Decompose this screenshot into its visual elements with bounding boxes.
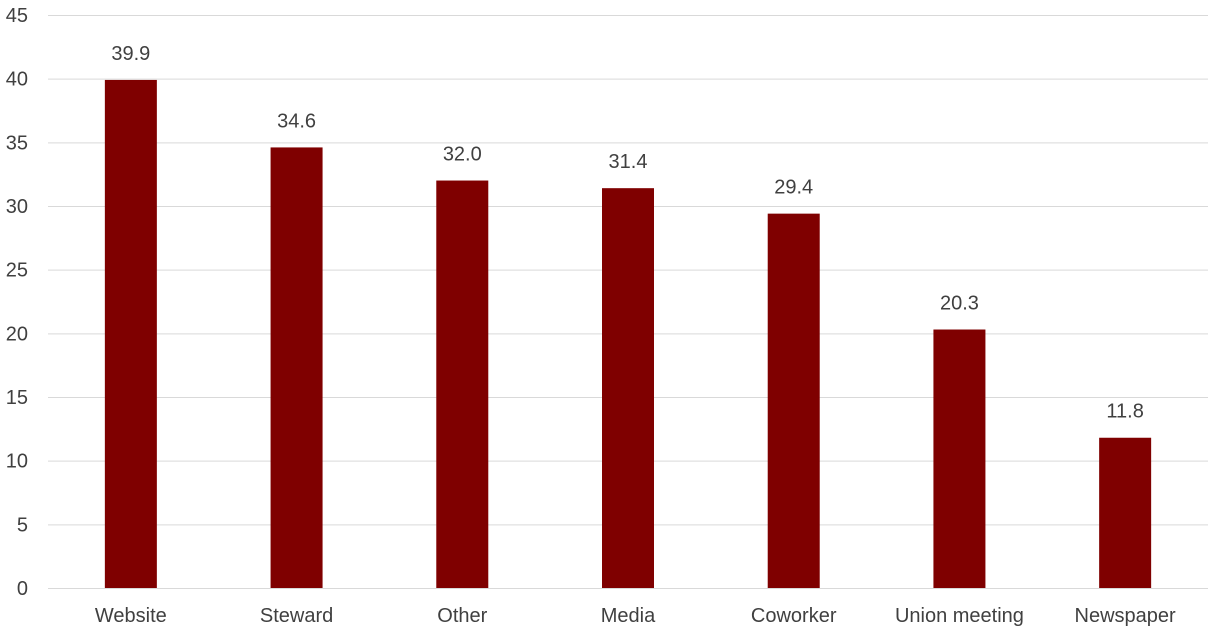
data-label: 34.6 [277, 110, 316, 132]
bars [104, 79, 1152, 589]
x-axis-ticks: Website Steward Other Media Coworker Union me… [95, 605, 1176, 627]
y-axis-ticks: 0 5 10 15 20 25 30 35 40 45 [6, 5, 28, 600]
y-tick-label: 30 [6, 196, 28, 218]
y-tick-label: 15 [6, 387, 28, 409]
data-label: 39.9 [111, 43, 150, 65]
y-tick-label: 40 [6, 69, 28, 91]
y-tick-label: 10 [6, 451, 28, 473]
x-tick-label: Newspaper [1075, 605, 1177, 627]
y-tick-label: 5 [17, 514, 28, 536]
bar-union-meeting [933, 329, 986, 588]
data-label: 31.4 [609, 151, 648, 173]
bar-media [602, 188, 654, 588]
x-tick-label: Website [95, 605, 167, 627]
bar-steward [270, 147, 323, 588]
data-labels: 39.9 34.6 32.0 31.4 29.4 20.3 11.8 [111, 43, 1143, 423]
y-tick-label: 0 [17, 578, 28, 600]
data-label: 29.4 [774, 177, 813, 199]
bar-other [436, 180, 489, 589]
data-label: 11.8 [1106, 401, 1143, 423]
data-label: 32.0 [443, 144, 482, 166]
bar-website [104, 79, 157, 588]
x-tick-label: Coworker [751, 605, 837, 627]
bar-coworker [767, 213, 820, 588]
data-label: 20.3 [940, 293, 979, 315]
y-tick-label: 25 [6, 260, 28, 282]
y-tick-label: 20 [6, 323, 28, 345]
x-tick-label: Steward [260, 605, 333, 627]
bar-newspaper [1099, 437, 1152, 588]
y-tick-label: 45 [6, 5, 28, 27]
y-tick-label: 35 [6, 132, 28, 154]
x-tick-label: Other [437, 605, 487, 627]
x-tick-label: Union meeting [895, 605, 1024, 627]
x-tick-label: Media [601, 605, 656, 627]
